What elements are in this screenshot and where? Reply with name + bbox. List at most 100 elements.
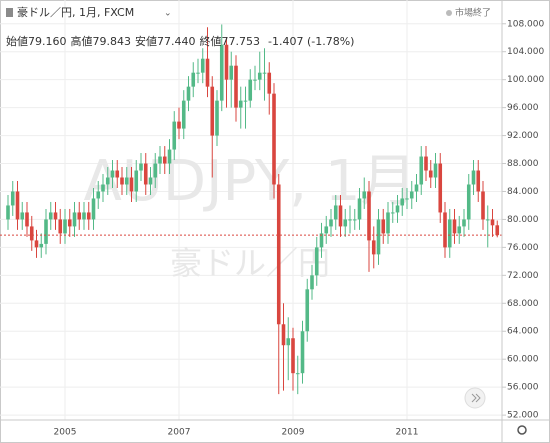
candle-body [77, 212, 82, 220]
candle-body [143, 163, 148, 185]
candle-body [272, 93, 276, 185]
y-tick-label: 68.000 [507, 299, 539, 309]
candle-body [53, 212, 58, 220]
candle-body [153, 163, 158, 178]
candle-body [25, 212, 29, 227]
legend-label: 高値 [71, 34, 93, 48]
candle-body [219, 44, 224, 101]
candle-body [390, 212, 395, 214]
candle-body [286, 338, 291, 346]
candle-body [215, 100, 219, 136]
candle-body [300, 331, 305, 374]
candle-body [186, 86, 191, 101]
candle-body [39, 243, 44, 248]
candle-body [167, 149, 172, 164]
candle-body [362, 191, 367, 199]
y-tick-label: 84.000 [507, 187, 539, 197]
y-tick-label: 92.000 [507, 131, 539, 141]
candle-body [447, 219, 452, 248]
candle-body [191, 72, 196, 87]
candle-body [124, 177, 129, 185]
candle-body [200, 58, 205, 73]
y-tick-label: 108.000 [507, 19, 544, 29]
candle-body [291, 338, 295, 374]
candle-body [343, 219, 348, 227]
candle-body [333, 205, 338, 220]
candle-body [462, 219, 466, 227]
candle-body [495, 225, 500, 236]
y-tick-label: 100.000 [507, 75, 544, 85]
legend-value: 79.160 [28, 35, 67, 48]
watermark-symbol: AUDJPY, 1月 [84, 149, 417, 214]
candle-body [120, 177, 124, 185]
status-dot [446, 10, 452, 16]
candle-body [72, 212, 77, 227]
candle-body [181, 100, 186, 129]
candle-body [395, 205, 400, 213]
candle-body [305, 289, 310, 332]
candle-body [428, 170, 433, 178]
candle-body [471, 170, 476, 185]
candle-body [433, 163, 438, 178]
candle-body [253, 79, 257, 81]
candle-body [44, 219, 48, 244]
candle-body [234, 65, 238, 108]
candle-body [371, 240, 376, 255]
candle-body [414, 184, 419, 192]
candle-body [67, 219, 72, 227]
candle-body [10, 191, 15, 206]
candle-body [105, 177, 110, 185]
candle-body [386, 212, 390, 234]
y-tick-label: 60.000 [507, 355, 539, 365]
candle-body [248, 79, 253, 101]
candle-body [419, 156, 424, 185]
candle-body [243, 100, 248, 102]
scroll-icon [471, 393, 481, 403]
legend-change: -1.407 (-1.78%) [268, 35, 354, 48]
candle-body [162, 156, 167, 164]
candle-body [357, 198, 362, 220]
candle-body [257, 72, 262, 80]
candle-body [48, 212, 53, 220]
watermark-name: 豪ドル／円 [170, 244, 330, 282]
candle-body [224, 44, 229, 80]
axes: 52.000 56.000 60.000 64.000 68.000 72.000 76.0… [54, 19, 545, 437]
candle-body [205, 58, 210, 87]
symbol-icon [6, 8, 13, 17]
y-tick-label: 88.000 [507, 159, 539, 169]
x-tick-label: 2009 [282, 428, 305, 438]
candle-body [466, 184, 471, 220]
candle-body [319, 233, 324, 248]
candle-body [485, 219, 490, 221]
x-tick-label: 2011 [396, 428, 419, 438]
y-tick-label: 96.000 [507, 103, 539, 113]
y-tick-label: 76.000 [507, 243, 539, 253]
candle-body [262, 72, 267, 74]
y-tick-label: 64.000 [507, 327, 539, 337]
candle-body [376, 219, 381, 255]
candle-body [15, 191, 20, 220]
candle-body [172, 121, 177, 150]
ohlc-legend: 始値 79.160 高値 79.843 安値 77.440 終値 77.753 -1.407 (… [6, 34, 354, 48]
candle-body [139, 163, 143, 171]
candle-body [34, 240, 39, 248]
candle-body [409, 191, 414, 199]
candle-body [115, 170, 120, 178]
scroll-button[interactable] [464, 387, 486, 409]
candle-body [424, 156, 428, 171]
candle-body [101, 184, 105, 192]
symbol-caret[interactable]: ⌄ [164, 9, 172, 19]
candle-body [367, 191, 371, 241]
candle-body [58, 219, 63, 234]
candle-body [338, 205, 343, 227]
candle-body [443, 212, 447, 248]
legend-value: 79.843 [93, 35, 132, 48]
candle-body [405, 198, 409, 200]
candle-body [6, 205, 10, 220]
legend-label: 安値 [135, 34, 157, 48]
candle-body [438, 163, 443, 213]
candle-body [329, 219, 333, 227]
settings-button[interactable] [517, 425, 527, 435]
